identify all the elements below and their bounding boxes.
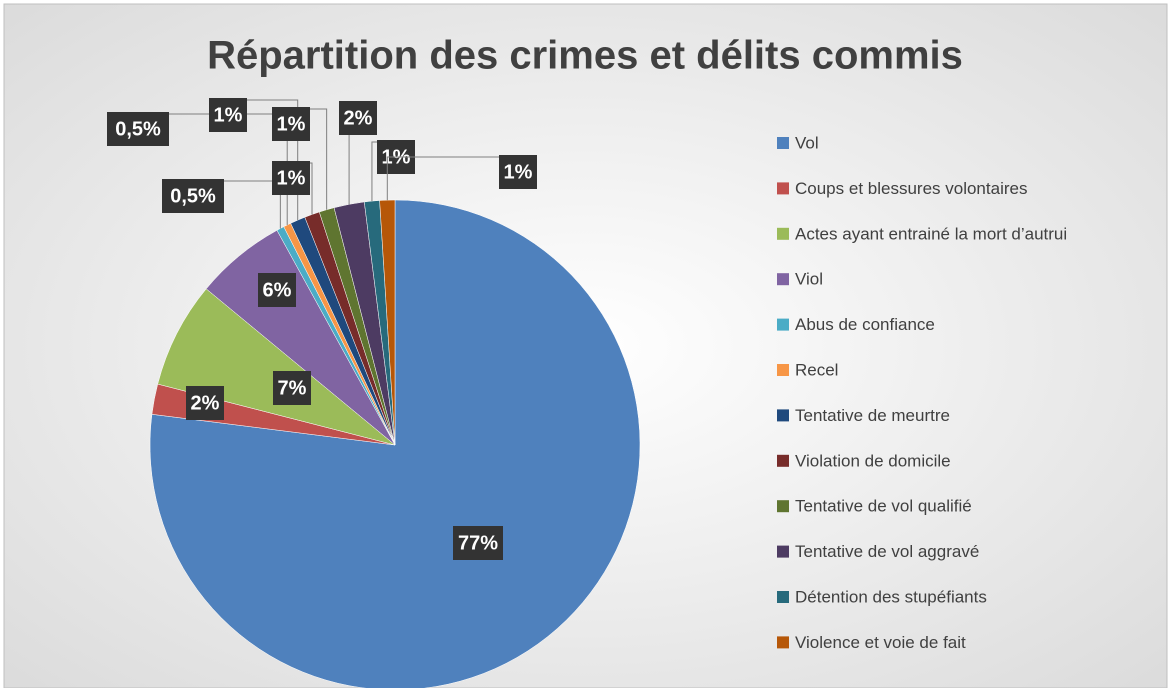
legend-label: Tentative de meurtre (795, 406, 950, 425)
data-label: 0,5% (170, 185, 216, 207)
data-label-box (273, 371, 311, 405)
data-label-box (453, 526, 503, 560)
legend-swatch (777, 500, 789, 513)
legend-swatch (777, 318, 789, 331)
legend-swatch (777, 409, 789, 422)
leader-line (310, 108, 328, 210)
legend-label: Vol (795, 133, 819, 152)
pie-slice (157, 288, 396, 446)
data-label: 0,5% (115, 118, 161, 140)
legend-label: Violence et voie de fait (795, 633, 966, 652)
data-label-box (499, 155, 537, 189)
data-label-box (107, 112, 169, 146)
legend-label: Détention des stupéfiants (795, 587, 987, 606)
legend-label: Tentative de vol aggravé (795, 542, 979, 561)
data-label-box (272, 161, 310, 195)
legend-label: Coups et blessures volontaires (795, 179, 1027, 198)
legend-swatch (777, 273, 789, 286)
data-label: 1% (214, 104, 243, 126)
legend-swatch (777, 454, 789, 467)
data-label: 6% (263, 279, 292, 301)
data-label: 77% (458, 532, 498, 554)
legend-label: Viol (795, 270, 823, 289)
legend-label: Violation de domicile (795, 451, 951, 470)
legend-swatch (777, 591, 789, 603)
legend-swatch (777, 227, 789, 240)
data-label-box (272, 107, 310, 141)
legend-swatch (777, 545, 789, 558)
legend-label: Recel (795, 360, 838, 379)
data-label-box (162, 179, 224, 213)
data-label: 1% (277, 113, 306, 135)
data-label: 1% (504, 161, 533, 183)
leader-line (386, 156, 537, 201)
pie-slice (149, 199, 641, 688)
data-label: 7% (278, 377, 307, 399)
legend-swatch (777, 182, 789, 195)
legend-swatch (777, 636, 789, 649)
legend-label: Actes ayant entrainé la mort d’autrui (795, 224, 1067, 243)
chart-title: Répartition des crimes et délits commis (207, 34, 963, 78)
data-label: 2% (344, 107, 373, 129)
data-label-box (209, 98, 247, 132)
legend-label: Tentative de vol qualifié (795, 497, 972, 516)
data-label-box (258, 273, 296, 307)
legend-label: Abus de confiance (795, 315, 935, 334)
legend-swatch (777, 137, 789, 149)
data-label-box (339, 101, 377, 135)
data-label-box (186, 386, 224, 420)
data-label: 2% (191, 392, 220, 414)
leader-line (310, 162, 313, 215)
data-label: 1% (277, 167, 306, 189)
legend-swatch (777, 364, 789, 376)
